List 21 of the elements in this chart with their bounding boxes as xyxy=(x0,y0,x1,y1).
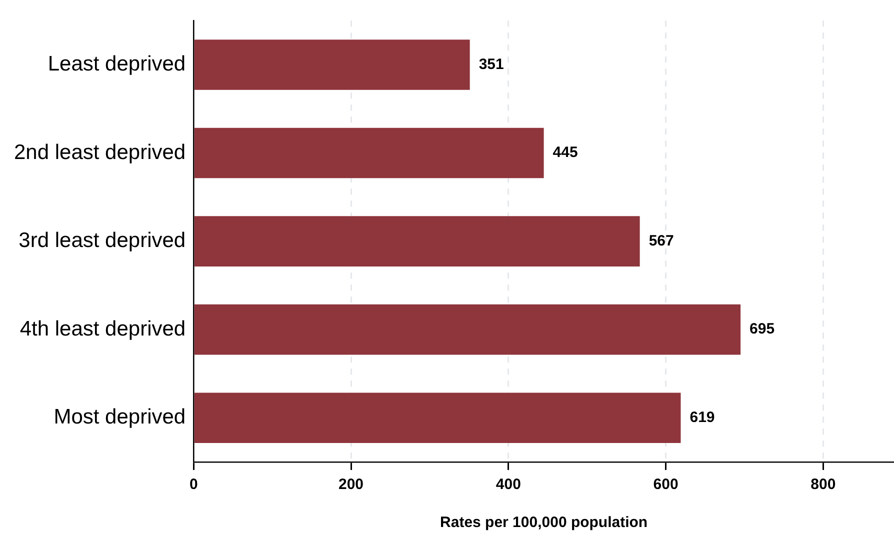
data-label: 619 xyxy=(690,409,715,426)
x-tick-label: 200 xyxy=(338,476,364,494)
y-tick-label: 4th least deprived xyxy=(20,317,186,340)
x-tick-label: 400 xyxy=(496,476,521,494)
bar xyxy=(194,40,470,90)
bar xyxy=(194,128,544,178)
x-tick-label: 600 xyxy=(653,476,678,494)
bar xyxy=(194,392,681,444)
bar xyxy=(194,216,640,266)
y-tick-label: Most deprived xyxy=(54,406,186,429)
y-tick-label: 3rd least deprived xyxy=(18,229,186,252)
data-label: 695 xyxy=(750,320,775,338)
y-tick-label: Least deprived xyxy=(48,52,186,76)
data-label: 445 xyxy=(552,144,578,162)
data-label: 351 xyxy=(478,56,504,73)
x-tick-label: 0 xyxy=(189,476,198,494)
x-tick-label: 800 xyxy=(810,476,836,494)
data-label: 567 xyxy=(648,232,674,250)
y-tick-label: 2nd least deprived xyxy=(14,140,186,164)
bar xyxy=(194,304,741,355)
x-axis-title: Rates per 100,000 population xyxy=(440,514,648,532)
